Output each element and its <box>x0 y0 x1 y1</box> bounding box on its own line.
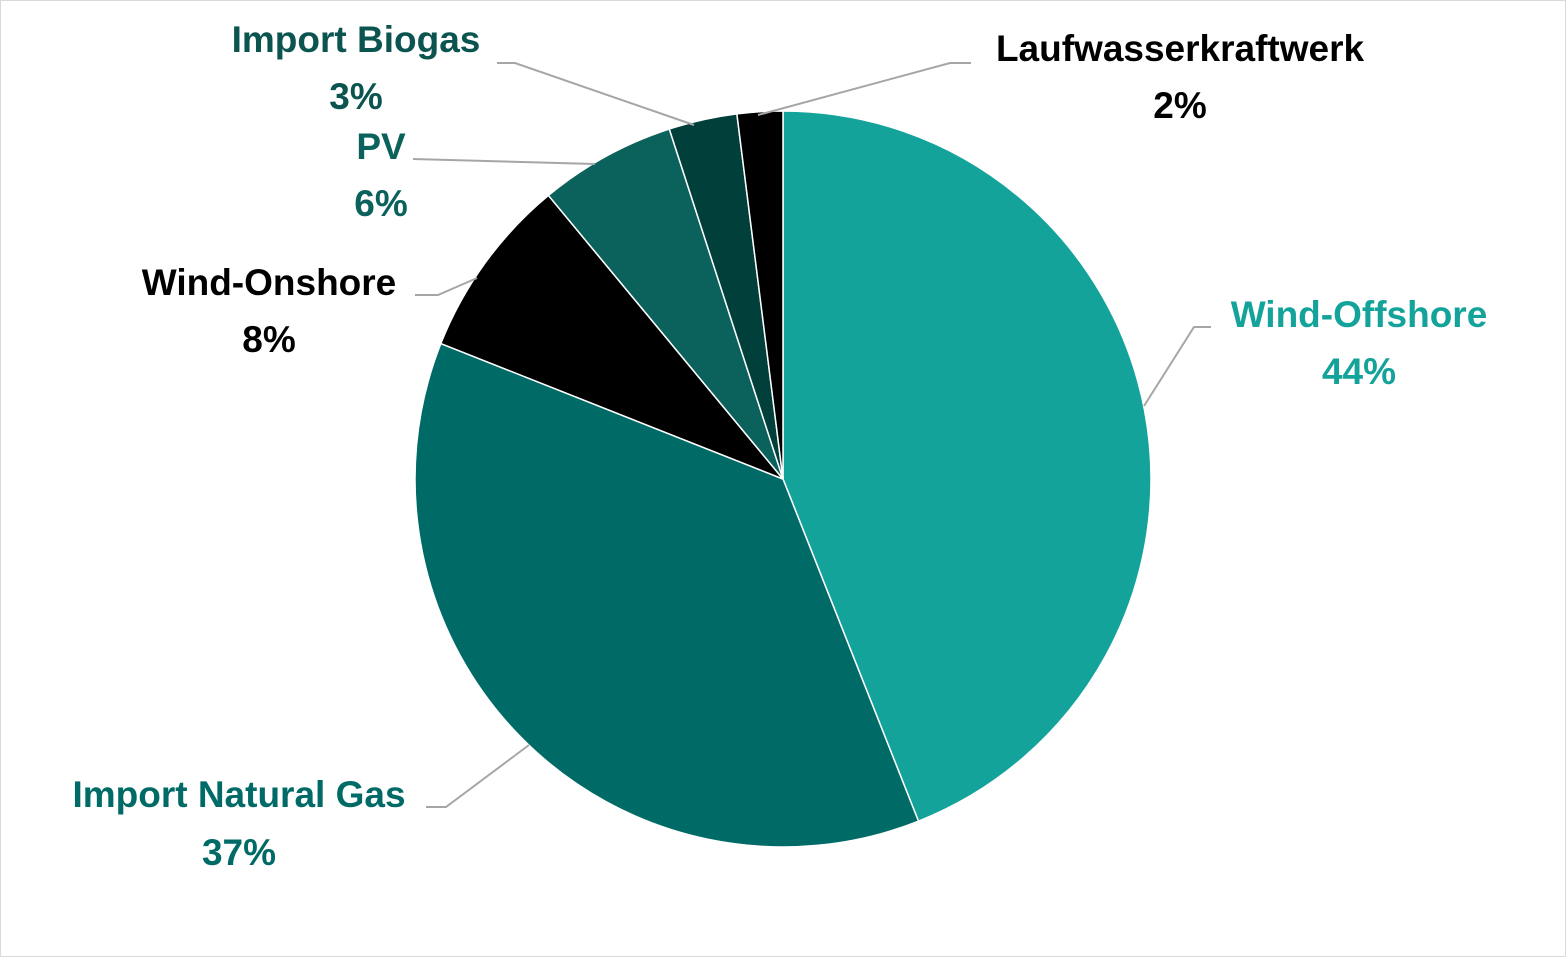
slice-value-label: 37% <box>202 832 276 873</box>
leader-line-import-biogas <box>497 62 695 126</box>
slice-value-label: 2% <box>1153 85 1206 126</box>
slice-name-label: Wind-Onshore <box>142 262 397 303</box>
slice-name-label: Wind-Offshore <box>1231 294 1488 335</box>
leader-lines <box>412 62 1211 808</box>
slice-name-label: Laufwasserkraftwerk <box>996 28 1365 69</box>
slice-name-label: PV <box>356 126 406 167</box>
leader-line-import-natural-gas <box>426 744 530 808</box>
pie-slices <box>414 110 1152 848</box>
slice-name-label: Import Biogas <box>232 19 481 60</box>
pie-slice-laufwasserkraftwerk <box>736 110 784 480</box>
slice-value-label: 3% <box>329 76 382 117</box>
slice-value-label: 8% <box>242 319 295 360</box>
leader-line-laufwasserkraftwerk <box>757 62 971 116</box>
slice-value-label: 44% <box>1322 351 1396 392</box>
pie-slice-import-natural-gas <box>414 342 920 848</box>
leader-line-wind-onshore <box>415 277 478 296</box>
leader-line-pv <box>412 158 596 165</box>
slice-value-label: 6% <box>354 183 407 224</box>
slice-name-label: Import Natural Gas <box>72 774 405 815</box>
pie-slice-wind-offshore <box>782 110 1152 823</box>
pie-slice-wind-onshore <box>439 194 784 480</box>
leader-line-wind-offshore <box>1143 326 1211 407</box>
data-labels: Wind-Offshore 44% Import Natural Gas 37% Win… <box>72 19 1487 873</box>
pie-slice-pv <box>547 128 784 480</box>
